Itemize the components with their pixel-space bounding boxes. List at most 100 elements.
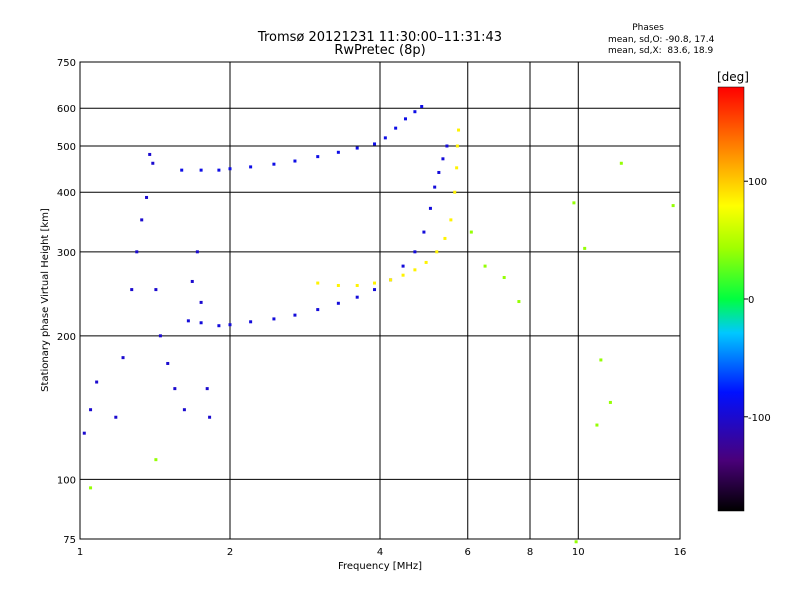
data-point — [619, 161, 623, 165]
data-point — [433, 185, 437, 189]
data-point — [336, 301, 340, 305]
data-point — [671, 204, 675, 208]
data-point — [89, 408, 93, 412]
data-point — [173, 387, 177, 391]
colorbar-ticks: -100 0 100 — [744, 177, 771, 424]
data-point — [130, 288, 134, 292]
x-tick-label: 4 — [377, 547, 383, 558]
data-point — [154, 288, 158, 292]
x-tick-label: 8 — [527, 547, 533, 558]
data-point — [151, 161, 155, 165]
data-point — [413, 110, 417, 114]
y-tick-label: 200 — [57, 332, 76, 343]
stats-line-x: mean, sd,X: 83.6, 18.9 — [608, 46, 714, 56]
data-point — [195, 250, 199, 254]
data-point — [455, 144, 459, 148]
data-point — [114, 415, 118, 419]
data-point — [453, 190, 457, 194]
data-point — [154, 458, 158, 462]
data-point — [272, 162, 276, 166]
x-tick-label: 6 — [465, 547, 471, 558]
data-point — [608, 400, 612, 404]
y-axis-label: Stationary phase Virtual Height [km] — [40, 208, 51, 392]
data-point — [443, 236, 447, 240]
data-point — [166, 361, 170, 365]
data-point — [595, 423, 599, 427]
data-point — [583, 246, 587, 250]
data-point — [373, 142, 377, 146]
y-tick-label: 100 — [57, 475, 76, 486]
data-point — [228, 323, 232, 327]
data-point — [428, 206, 432, 210]
data-point — [336, 150, 340, 154]
data-point — [413, 250, 417, 254]
data-point — [95, 380, 99, 384]
data-point — [401, 273, 405, 277]
data-point — [413, 268, 417, 272]
data-point — [316, 281, 320, 285]
data-point — [502, 276, 506, 280]
data-point — [217, 168, 221, 172]
data-point — [435, 250, 439, 254]
y-tick-label: 400 — [57, 188, 76, 199]
data-point — [394, 126, 398, 130]
data-point — [355, 295, 359, 299]
grid-lines — [80, 62, 680, 539]
data-point — [180, 168, 184, 172]
data-point — [373, 288, 377, 292]
data-point — [424, 260, 428, 264]
data-point — [249, 165, 253, 169]
data-point — [389, 278, 393, 282]
x-tick-label: 1 — [77, 547, 83, 558]
data-point — [316, 308, 320, 312]
data-point — [457, 128, 461, 132]
y-tick-label: 600 — [57, 104, 76, 115]
data-point — [208, 415, 212, 419]
data-point — [186, 319, 190, 323]
data-point — [217, 324, 221, 328]
data-point — [148, 152, 152, 156]
data-point — [182, 408, 186, 412]
data-point — [403, 117, 407, 121]
data-point — [420, 105, 424, 109]
data-point — [517, 300, 521, 304]
x-axis-label: Frequency [MHz] — [338, 561, 422, 572]
data-point — [82, 431, 86, 435]
data-point — [445, 144, 449, 148]
data-point — [574, 540, 578, 544]
data-point — [422, 230, 426, 234]
data-point — [121, 356, 125, 360]
y-tick-label: 75 — [63, 535, 76, 546]
data-points — [82, 105, 675, 544]
colorbar-label: [deg] — [717, 70, 749, 84]
data-point — [145, 195, 149, 199]
axis-ticks: 1 2 4 6 8 10 16 75 100 200 300 400 500 600 750 — [57, 58, 686, 558]
data-point — [158, 334, 162, 338]
y-tick-label: 750 — [57, 58, 76, 69]
data-point — [199, 168, 203, 172]
data-point — [316, 155, 320, 159]
data-point — [383, 136, 387, 140]
x-tick-label: 10 — [572, 547, 585, 558]
data-point — [599, 358, 603, 362]
data-point — [373, 281, 377, 285]
data-point — [89, 486, 93, 490]
data-point — [455, 166, 459, 170]
data-point — [437, 170, 441, 174]
data-point — [401, 264, 405, 268]
data-point — [336, 283, 340, 287]
stats-line-o: mean, sd,O: -90.8, 17.4 — [608, 35, 715, 45]
data-point — [199, 300, 203, 304]
data-point — [249, 320, 253, 324]
x-tick-label: 16 — [674, 547, 687, 558]
chart-subtitle: RwPretec (8p) — [334, 43, 425, 58]
data-point — [355, 283, 359, 287]
data-point — [449, 218, 453, 222]
colorbar — [717, 86, 745, 512]
data-point — [228, 167, 232, 171]
data-point — [441, 157, 445, 161]
data-point — [469, 230, 473, 234]
data-point — [355, 146, 359, 150]
chart-title: Tromsø 20121231 11:30:00–11:31:43 — [257, 30, 502, 45]
